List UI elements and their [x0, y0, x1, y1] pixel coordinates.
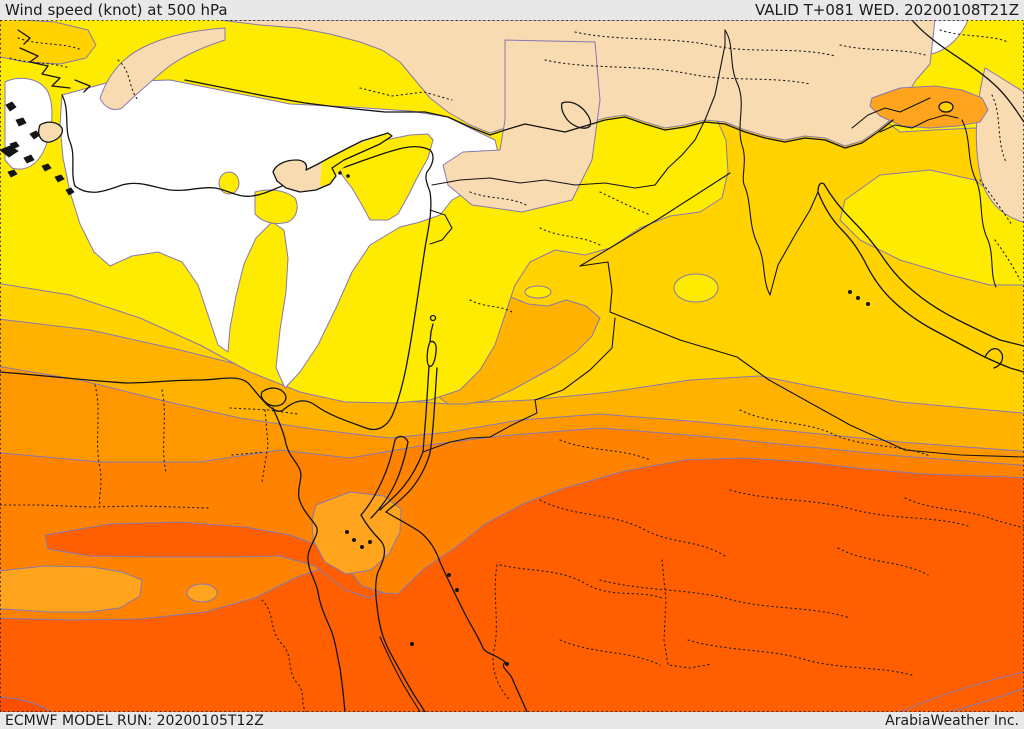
- band-yellow-sw-cyprus: [254, 189, 298, 225]
- band-yellow-oval-small: [524, 285, 552, 299]
- model-run-label: ECMWF MODEL RUN: 20200105T12Z: [5, 712, 264, 729]
- band-peach-nw-syria: [442, 39, 601, 213]
- nile-delta-lagoon: [260, 387, 287, 407]
- caucasus-borders: [851, 97, 959, 133]
- band-light-blob-hurghada: [311, 491, 402, 575]
- jordan-iraq-border: [579, 261, 626, 319]
- jordan-saudi-border: [422, 317, 616, 453]
- black-sea-coastline: [184, 79, 894, 149]
- cyprus-island: [272, 132, 393, 193]
- contour-lines: [899, 671, 1024, 712]
- band-yellow-patch-east: [839, 169, 1024, 286]
- contour-extra-1: [899, 671, 1024, 712]
- red-sea-saudi-coastline: [385, 511, 528, 712]
- syria-iraq-border: [579, 172, 731, 267]
- country-borders-layer: [379, 29, 1024, 712]
- lebanon-border: [429, 209, 453, 245]
- map-frame: [0, 20, 1024, 712]
- aegean-islands: [0, 101, 75, 196]
- footer-bar: ECMWF MODEL RUN: 20200105T12Z ArabiaWeat…: [0, 712, 1024, 729]
- lake-urmia: [938, 101, 954, 113]
- admin-boundaries-layer: [0, 29, 1024, 712]
- gulf-of-suez-coastline: [360, 435, 409, 519]
- caspian-sea-coastline: [911, 20, 1024, 123]
- aegean-coastline: [61, 94, 76, 187]
- turkey-east-border: [654, 29, 726, 186]
- band-light-blob-west: [0, 565, 143, 613]
- weather-map: [0, 20, 1024, 712]
- wind-speed-bands: [0, 20, 1024, 712]
- iraq-saudi-border: [624, 317, 1024, 458]
- mediterranean-levant-coastline: [0, 146, 434, 431]
- lake-van: [560, 101, 592, 129]
- jordan-rift-dead-sea: [422, 323, 438, 454]
- persian-gulf-islands: [848, 289, 871, 306]
- gulf-of-aqaba-coastline: [379, 451, 431, 513]
- header-bar: Wind speed (knot) at 500 hPa VALID T+081…: [0, 0, 1024, 20]
- qatar-peninsula: [984, 348, 1004, 369]
- sea-of-galilee: [429, 314, 437, 322]
- lesbos-island: [38, 121, 64, 143]
- iran-nw-border: [961, 119, 997, 288]
- cyprus-outline: [272, 132, 393, 193]
- coastlines-layer: [0, 20, 1024, 712]
- turkey-syria-border: [431, 177, 656, 189]
- band-yellow-oval-in-white: [218, 171, 240, 195]
- cyprus-islets: [338, 171, 350, 178]
- provider-credit: ArabiaWeather Inc.: [885, 712, 1019, 729]
- band-peach-iran-strip: [975, 67, 1024, 223]
- band-yellow-oval: [673, 273, 719, 303]
- band-deepest-corner: [0, 696, 53, 712]
- iraq-iran-border: [724, 29, 819, 296]
- band-amber-urmia-patch: [869, 85, 989, 129]
- red-sea-african-coastline: [360, 514, 426, 712]
- map-title: Wind speed (knot) at 500 hPa: [5, 1, 228, 19]
- band-peach-thrace-tongue: [99, 27, 226, 111]
- band-gold-corner: [0, 20, 97, 65]
- valid-time-label: VALID T+081 WED. 20200108T21Z: [754, 1, 1019, 19]
- red-sea-islands: [344, 530, 509, 667]
- contour-extra-2: [949, 687, 1024, 712]
- marmara-coastline: [17, 29, 91, 93]
- persian-gulf-coastline: [817, 182, 1024, 373]
- nile-river: [272, 407, 346, 712]
- sudan-coast-fragment: [379, 636, 421, 712]
- band-light-oval: [186, 583, 218, 603]
